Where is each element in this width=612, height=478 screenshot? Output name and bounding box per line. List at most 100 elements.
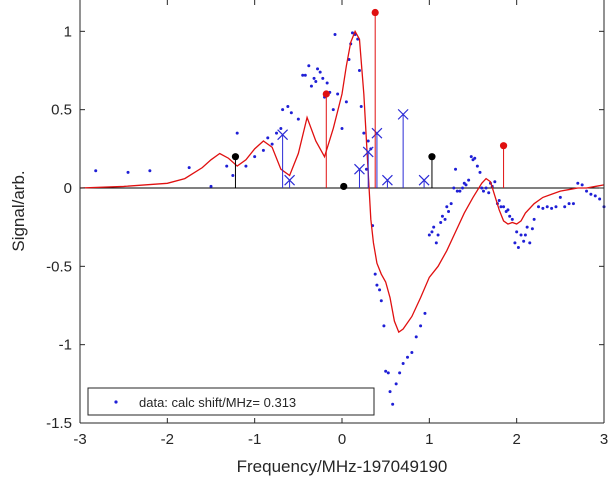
data-point	[289, 111, 293, 115]
data-point	[384, 369, 388, 373]
data-point	[525, 225, 529, 229]
data-point	[325, 81, 329, 85]
blue-stick-marker	[381, 174, 393, 186]
data-point	[506, 208, 510, 212]
data-point	[523, 233, 527, 237]
data-point	[414, 335, 418, 339]
data-point	[467, 178, 471, 182]
data-point	[333, 32, 337, 36]
data-point	[593, 194, 597, 198]
data-point	[497, 199, 501, 203]
data-point	[261, 148, 265, 152]
data-point	[231, 173, 235, 177]
red-stick-marker	[499, 142, 508, 150]
data-point	[455, 189, 459, 193]
data-point	[522, 239, 526, 243]
data-point	[508, 214, 512, 218]
data-point	[440, 214, 444, 218]
data-point	[314, 79, 318, 83]
data-point	[515, 230, 519, 234]
data-point	[366, 139, 370, 143]
data-point	[439, 220, 443, 224]
data-point	[362, 131, 366, 135]
x-tick-label: -3	[73, 431, 86, 448]
data-point	[571, 202, 575, 206]
x-axis-label: Frequency/MHz-197049190	[237, 457, 448, 476]
data-point	[481, 189, 485, 193]
data-point	[558, 195, 562, 199]
data-point	[266, 136, 270, 140]
data-point	[541, 206, 545, 210]
data-point	[461, 186, 465, 190]
data-point	[382, 324, 386, 328]
data-point	[398, 371, 402, 375]
data-point	[473, 156, 477, 160]
data-point	[318, 70, 322, 74]
ticks-layer: -3 -2 -1 0 1 2 3 -1.5 -1 -0.5 0 0.5 1	[46, 0, 608, 448]
data-point	[499, 205, 503, 209]
fit-curve	[79, 29, 605, 334]
data-point	[598, 197, 602, 201]
x-tick-label: 0	[338, 431, 346, 448]
data-point	[502, 205, 506, 209]
data-point	[340, 126, 344, 130]
data-point	[423, 311, 427, 315]
data-point	[443, 217, 447, 221]
data-point	[312, 76, 316, 80]
data-point	[275, 131, 278, 135]
blue-stick-marker	[277, 129, 289, 141]
y-tick-label: 1	[64, 23, 72, 40]
y-tick-label: -1	[59, 337, 72, 354]
red-stick-marker	[371, 8, 379, 17]
y-tick-label: 0	[64, 180, 72, 197]
data-point	[576, 181, 580, 185]
data-point	[279, 126, 283, 130]
data-point	[519, 233, 523, 237]
data-point	[530, 227, 534, 231]
data-point	[336, 92, 340, 96]
data-point	[253, 155, 257, 159]
data-point	[94, 169, 98, 173]
data-point	[331, 108, 335, 112]
data-point	[589, 192, 593, 196]
data-point	[567, 202, 571, 206]
data-point	[516, 246, 520, 250]
x-tick-label: 2	[512, 431, 520, 448]
data-point	[430, 230, 434, 234]
data-point	[484, 186, 488, 190]
data-point	[458, 189, 462, 193]
plot-area	[80, 0, 604, 423]
legend-box	[87, 387, 375, 416]
data-point	[419, 324, 423, 328]
y-tick-label: -0.5	[46, 258, 72, 275]
data-point	[445, 205, 449, 209]
data-point	[454, 167, 458, 171]
data-point	[350, 31, 354, 35]
data-point	[478, 170, 482, 174]
data-point	[432, 225, 436, 229]
data-point	[554, 205, 558, 209]
data-point	[528, 241, 532, 245]
y-axis-label: Signal/arb.	[9, 170, 28, 251]
data-point	[364, 167, 368, 171]
data-point	[480, 186, 484, 190]
blue-stick-marker	[418, 174, 430, 186]
data-point	[394, 382, 398, 386]
data-point	[563, 205, 567, 209]
data-point	[148, 169, 152, 173]
blue-stick-marker	[362, 146, 374, 158]
data-point	[585, 189, 589, 193]
data-point	[532, 217, 536, 221]
data-point	[410, 351, 414, 354]
data-point	[344, 100, 348, 104]
data-point	[187, 166, 191, 170]
x-tick-label: 3	[600, 431, 608, 448]
data-point	[303, 73, 307, 77]
data-point	[537, 205, 540, 209]
data-point	[357, 69, 361, 72]
x-tick-label: 1	[425, 431, 433, 448]
data-point	[391, 402, 395, 406]
data-point	[510, 217, 514, 221]
black-stick-marker	[428, 153, 436, 161]
